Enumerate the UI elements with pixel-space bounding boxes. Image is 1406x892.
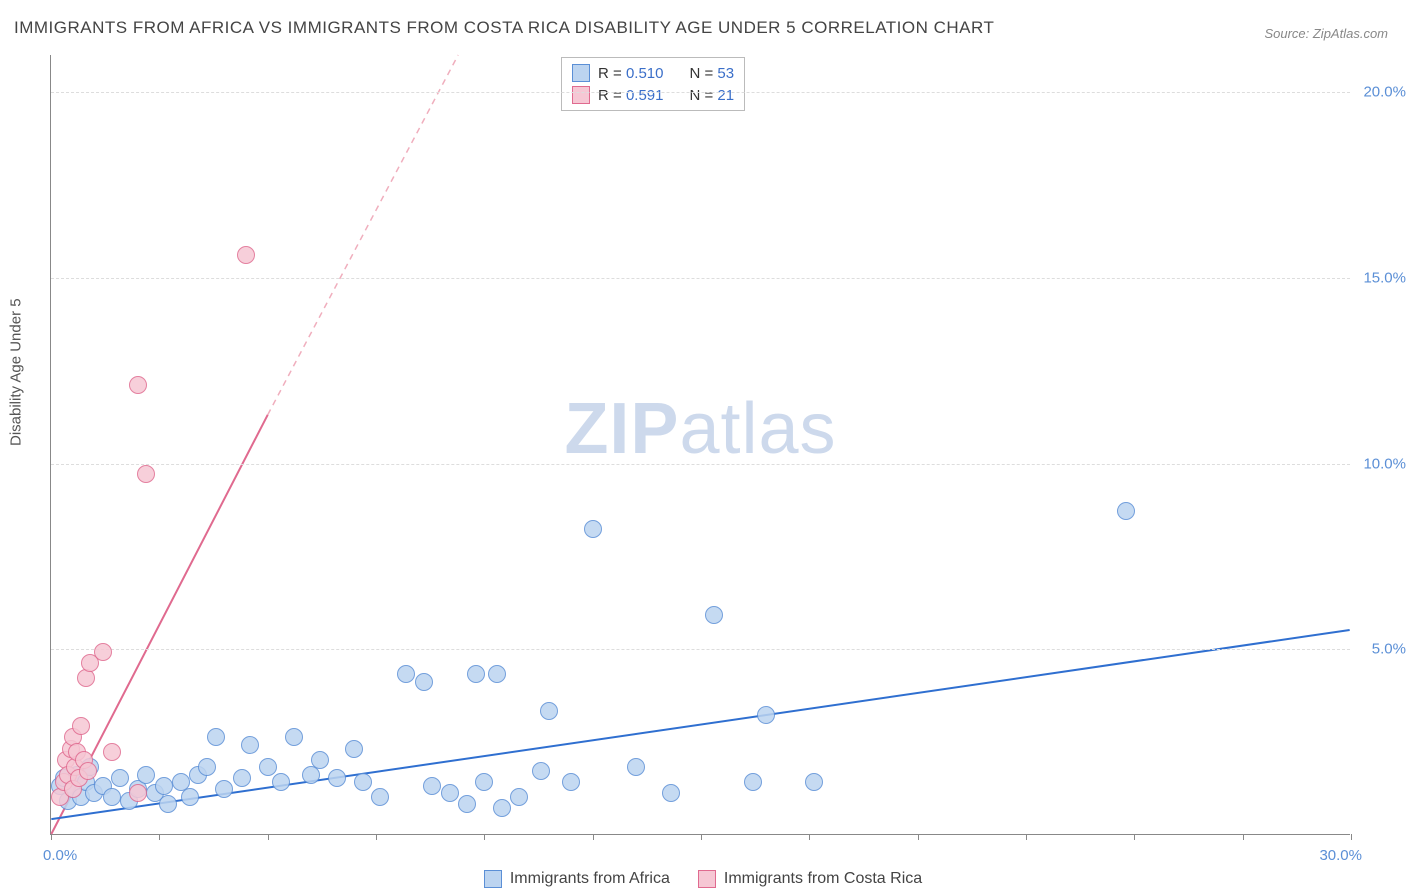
data-point bbox=[475, 773, 493, 791]
legend-r-label: R = 0.510 bbox=[598, 65, 663, 82]
chart-title: IMMIGRANTS FROM AFRICA VS IMMIGRANTS FRO… bbox=[14, 18, 994, 38]
data-point bbox=[397, 665, 415, 683]
data-point bbox=[562, 773, 580, 791]
data-point bbox=[181, 788, 199, 806]
data-point bbox=[241, 736, 259, 754]
data-point bbox=[198, 758, 216, 776]
data-point bbox=[103, 743, 121, 761]
legend-stats-box: R = 0.510 N = 53 R = 0.591 N = 21 bbox=[561, 57, 745, 111]
data-point bbox=[354, 773, 372, 791]
data-point bbox=[805, 773, 823, 791]
x-tick bbox=[376, 834, 377, 840]
data-point bbox=[215, 780, 233, 798]
data-point bbox=[757, 706, 775, 724]
bottom-legend-item: Immigrants from Costa Rica bbox=[698, 870, 922, 888]
data-point bbox=[328, 769, 346, 787]
gridline bbox=[51, 92, 1350, 93]
data-point bbox=[129, 784, 147, 802]
trend-lines bbox=[51, 55, 1350, 834]
x-tick bbox=[701, 834, 702, 840]
data-point bbox=[705, 606, 723, 624]
bottom-legend: Immigrants from Africa Immigrants from Co… bbox=[0, 870, 1406, 888]
data-point bbox=[493, 799, 511, 817]
y-tick-label: 5.0% bbox=[1372, 641, 1406, 658]
y-tick-label: 10.0% bbox=[1363, 455, 1406, 472]
legend-stat-row: R = 0.510 N = 53 bbox=[572, 62, 734, 84]
data-point bbox=[627, 758, 645, 776]
gridline bbox=[51, 464, 1350, 465]
y-tick-label: 15.0% bbox=[1363, 269, 1406, 286]
data-point bbox=[285, 728, 303, 746]
data-point bbox=[159, 795, 177, 813]
gridline bbox=[51, 278, 1350, 279]
x-tick bbox=[1134, 834, 1135, 840]
data-point bbox=[129, 376, 147, 394]
data-point bbox=[94, 643, 112, 661]
data-point bbox=[662, 784, 680, 802]
data-point bbox=[467, 665, 485, 683]
data-point bbox=[79, 762, 97, 780]
data-point bbox=[744, 773, 762, 791]
data-point bbox=[72, 717, 90, 735]
data-point bbox=[311, 751, 329, 769]
source-attribution: Source: ZipAtlas.com bbox=[1264, 26, 1388, 41]
data-point bbox=[584, 520, 602, 538]
y-tick-label: 20.0% bbox=[1363, 84, 1406, 101]
data-point bbox=[137, 465, 155, 483]
x-tick bbox=[809, 834, 810, 840]
data-point bbox=[371, 788, 389, 806]
data-point bbox=[207, 728, 225, 746]
x-tick bbox=[484, 834, 485, 840]
x-tick bbox=[1351, 834, 1352, 840]
watermark: ZIPatlas bbox=[564, 388, 836, 470]
data-point bbox=[458, 795, 476, 813]
data-point bbox=[111, 769, 129, 787]
legend-series-label: Immigrants from Africa bbox=[510, 870, 670, 888]
x-tick bbox=[593, 834, 594, 840]
data-point bbox=[532, 762, 550, 780]
y-axis-title: Disability Age Under 5 bbox=[8, 298, 25, 446]
data-point bbox=[441, 784, 459, 802]
legend-swatch bbox=[484, 870, 502, 888]
bottom-legend-item: Immigrants from Africa bbox=[484, 870, 670, 888]
data-point bbox=[510, 788, 528, 806]
data-point bbox=[423, 777, 441, 795]
data-point bbox=[345, 740, 363, 758]
gridline bbox=[51, 649, 1350, 650]
data-point bbox=[237, 246, 255, 264]
data-point bbox=[103, 788, 121, 806]
x-tick bbox=[51, 834, 52, 840]
data-point bbox=[155, 777, 173, 795]
data-point bbox=[488, 665, 506, 683]
x-tick bbox=[268, 834, 269, 840]
x-tick bbox=[1026, 834, 1027, 840]
x-tick bbox=[918, 834, 919, 840]
legend-series-label: Immigrants from Costa Rica bbox=[724, 870, 922, 888]
data-point bbox=[540, 702, 558, 720]
legend-n-label: N = 53 bbox=[689, 65, 734, 82]
legend-swatch bbox=[572, 86, 590, 104]
legend-n-label: N = 21 bbox=[689, 87, 734, 104]
data-point bbox=[259, 758, 277, 776]
data-point bbox=[1117, 502, 1135, 520]
x-axis-min-label: 0.0% bbox=[43, 847, 77, 864]
plot-area: ZIPatlas 0.0% 30.0% R = 0.510N = 53R = 0… bbox=[50, 55, 1350, 835]
legend-swatch bbox=[698, 870, 716, 888]
data-point bbox=[415, 673, 433, 691]
x-axis-max-label: 30.0% bbox=[1319, 847, 1362, 864]
legend-swatch bbox=[572, 64, 590, 82]
data-point bbox=[137, 766, 155, 784]
data-point bbox=[272, 773, 290, 791]
data-point bbox=[233, 769, 251, 787]
legend-stat-row: R = 0.591 N = 21 bbox=[572, 84, 734, 106]
x-tick bbox=[159, 834, 160, 840]
x-tick bbox=[1243, 834, 1244, 840]
legend-r-label: R = 0.591 bbox=[598, 87, 663, 104]
